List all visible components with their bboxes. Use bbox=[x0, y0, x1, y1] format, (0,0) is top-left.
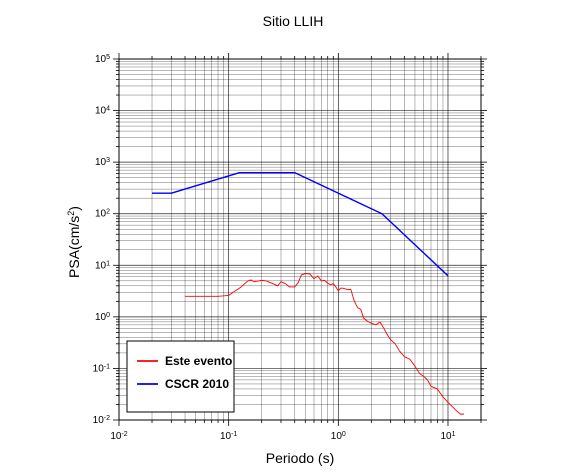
y-tick-label-exp: 0 bbox=[106, 311, 110, 318]
x-tick-labels: 10-2 10-1 100 101 bbox=[110, 431, 455, 443]
x-tick-label: 101 bbox=[440, 431, 455, 443]
legend: Este evento CSCR 2010 bbox=[126, 340, 235, 413]
y-tick-label-base: 10 bbox=[93, 415, 105, 426]
y-tick-label-exp: -1 bbox=[104, 363, 110, 370]
x-axis-label: Periodo (s) bbox=[266, 450, 334, 466]
x-tick-label: 10-2 bbox=[110, 431, 127, 443]
chart-title: Sitio LLIH bbox=[263, 13, 324, 29]
y-tick-label-base: 10 bbox=[95, 54, 107, 65]
y-tick-label: 105 bbox=[95, 54, 110, 66]
legend-box bbox=[126, 340, 235, 413]
y-tick-label-exp: 4 bbox=[106, 105, 110, 112]
x-tick-label-exp: 0 bbox=[342, 431, 346, 438]
y-axis-label-close: ) bbox=[66, 206, 82, 211]
x-tick-label-base: 10 bbox=[110, 431, 122, 442]
y-tick-label: 100 bbox=[95, 311, 110, 323]
y-tick-label: 103 bbox=[95, 157, 110, 169]
y-tick-label: 10-2 bbox=[93, 415, 110, 427]
x-tick-label-base: 10 bbox=[331, 431, 343, 442]
y-tick-label-base: 10 bbox=[95, 157, 107, 168]
y-axis-label: PSA(cm/s2) bbox=[66, 206, 82, 278]
y-tick-label-base: 10 bbox=[95, 312, 107, 323]
y-tick-label-exp: 1 bbox=[106, 260, 110, 267]
y-tick-label-base: 10 bbox=[95, 106, 107, 117]
y-tick-label: 101 bbox=[95, 260, 110, 272]
x-tick-label-base: 10 bbox=[440, 431, 452, 442]
series-line-este-evento bbox=[185, 273, 465, 415]
legend-label-este-evento: Este evento bbox=[165, 354, 232, 368]
y-tick-label-exp: 5 bbox=[106, 54, 110, 61]
y-tick-label: 10-1 bbox=[93, 363, 110, 375]
x-tick-label: 100 bbox=[331, 431, 346, 443]
x-tick-label-exp: 1 bbox=[452, 431, 456, 438]
y-tick-label: 102 bbox=[95, 208, 110, 220]
data-series bbox=[152, 171, 465, 415]
y-tick-label-exp: -2 bbox=[104, 415, 110, 422]
grid-lines bbox=[118, 58, 482, 421]
y-tick-label: 104 bbox=[95, 105, 110, 117]
x-tick-label-exp: -2 bbox=[121, 431, 127, 438]
plot-frame bbox=[118, 58, 482, 421]
y-tick-label-exp: 3 bbox=[106, 157, 110, 164]
x-tick-label: 10-1 bbox=[220, 431, 237, 443]
tick-marks bbox=[113, 53, 487, 426]
y-axis-label-base: PSA(cm/s bbox=[66, 216, 82, 278]
y-tick-label-exp: 2 bbox=[106, 208, 110, 215]
legend-label-cscr-2010: CSCR 2010 bbox=[165, 377, 229, 391]
y-tick-label-base: 10 bbox=[95, 260, 107, 271]
x-tick-label-base: 10 bbox=[220, 431, 232, 442]
y-tick-label-base: 10 bbox=[93, 363, 105, 374]
y-tick-label-base: 10 bbox=[95, 209, 107, 220]
x-tick-label-exp: -1 bbox=[231, 431, 237, 438]
series-line-cscr-2010 bbox=[152, 171, 449, 277]
y-axis-label-sup: 2 bbox=[66, 211, 76, 216]
